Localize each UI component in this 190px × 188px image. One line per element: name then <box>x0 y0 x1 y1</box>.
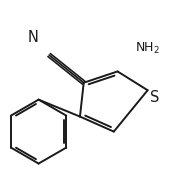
Text: N: N <box>28 30 38 45</box>
Text: S: S <box>150 90 160 105</box>
Text: NH$_2$: NH$_2$ <box>135 41 160 56</box>
